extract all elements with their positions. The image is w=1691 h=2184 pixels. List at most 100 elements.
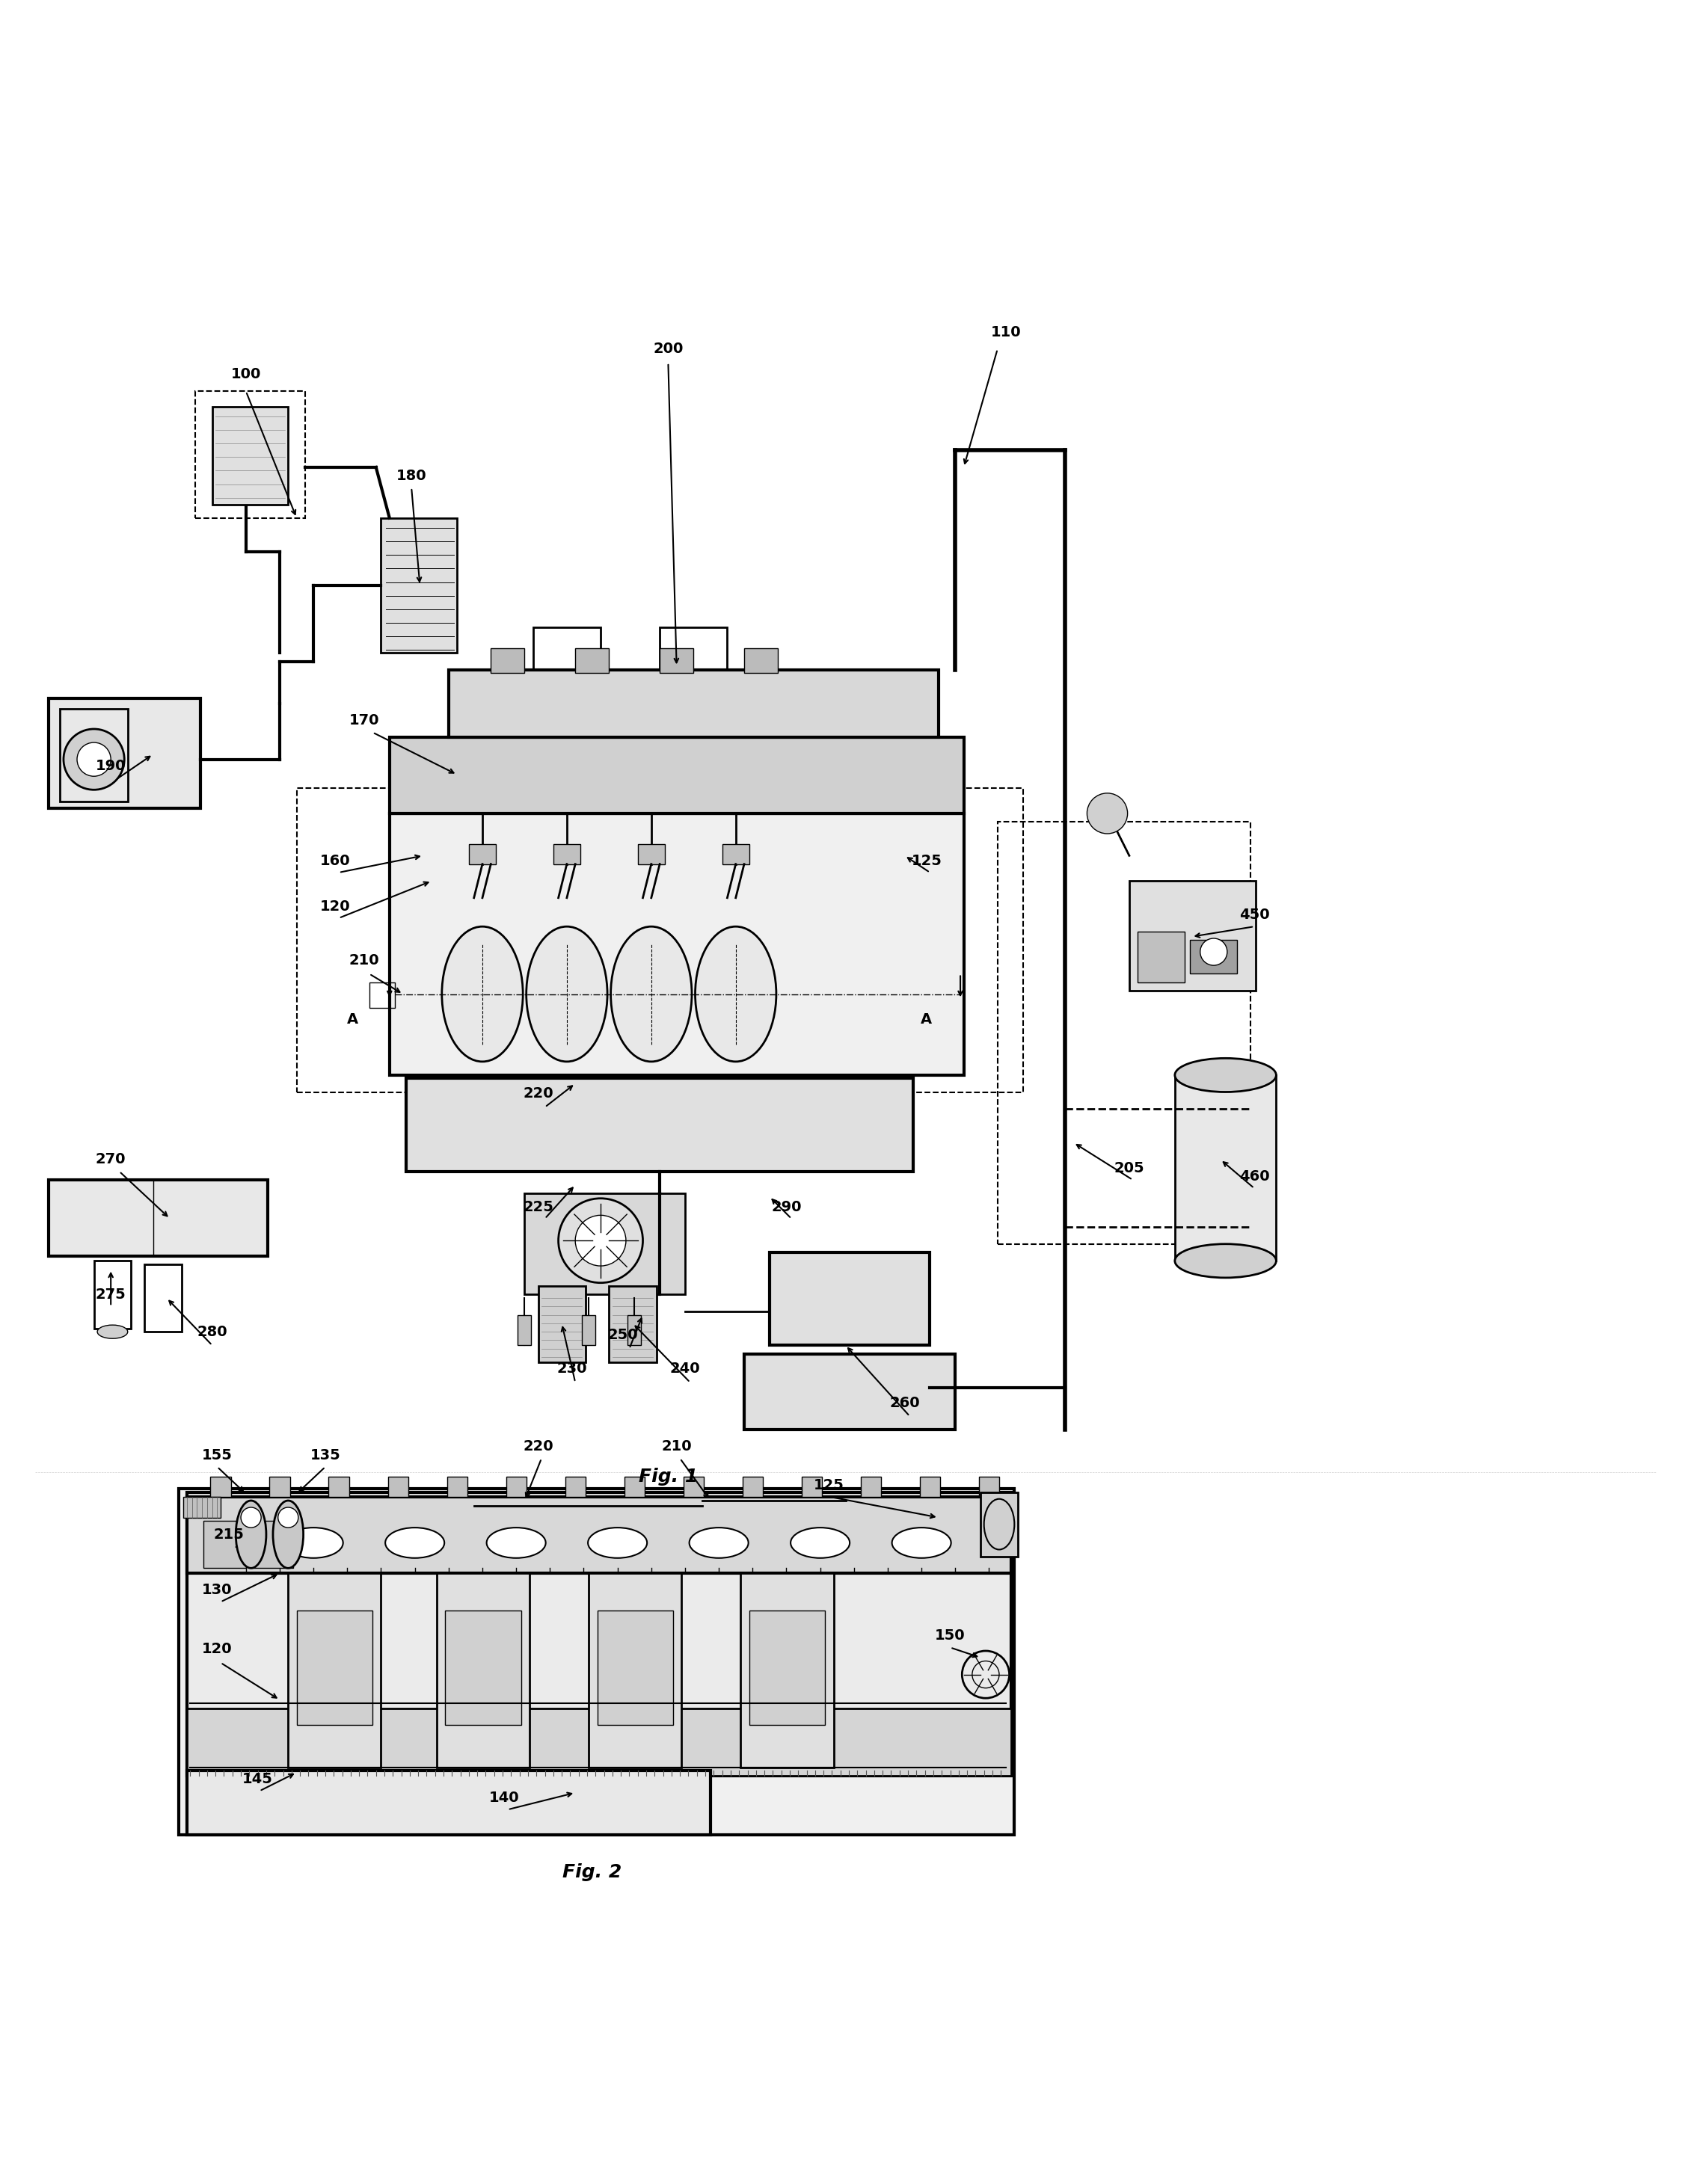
- Bar: [565, 1476, 585, 1498]
- Bar: [328, 1476, 348, 1498]
- Ellipse shape: [386, 1527, 445, 1557]
- Ellipse shape: [1175, 1245, 1277, 1278]
- Bar: [436, 1572, 529, 1767]
- Bar: [524, 1192, 685, 1295]
- Bar: [387, 1476, 408, 1498]
- Text: A: A: [347, 1013, 358, 1026]
- Bar: [597, 1610, 673, 1725]
- Circle shape: [558, 1199, 643, 1282]
- Text: 220: 220: [523, 1439, 553, 1455]
- Bar: [749, 1610, 825, 1725]
- Text: 160: 160: [320, 854, 350, 867]
- Text: 280: 280: [196, 1326, 227, 1339]
- Bar: [741, 1572, 834, 1767]
- Text: 120: 120: [320, 900, 350, 913]
- Text: Fig. 2: Fig. 2: [563, 1863, 622, 1880]
- Bar: [553, 843, 580, 865]
- Text: 125: 125: [911, 854, 942, 867]
- Ellipse shape: [441, 926, 523, 1061]
- Ellipse shape: [98, 1326, 129, 1339]
- Bar: [178, 1489, 1015, 1835]
- Ellipse shape: [695, 926, 776, 1061]
- Bar: [659, 627, 727, 670]
- Bar: [369, 983, 394, 1007]
- Text: 210: 210: [348, 952, 379, 968]
- Bar: [296, 788, 1023, 1092]
- Text: 250: 250: [607, 1328, 638, 1343]
- Bar: [979, 1476, 999, 1498]
- Text: A: A: [922, 1013, 932, 1026]
- Circle shape: [64, 729, 125, 791]
- Bar: [575, 649, 609, 673]
- Bar: [269, 1476, 289, 1498]
- Text: 260: 260: [889, 1396, 920, 1411]
- Bar: [468, 843, 495, 865]
- Circle shape: [240, 1507, 260, 1527]
- Bar: [609, 1286, 656, 1363]
- Text: 125: 125: [813, 1479, 844, 1492]
- Ellipse shape: [588, 1527, 648, 1557]
- Bar: [186, 1771, 710, 1835]
- Bar: [659, 649, 693, 673]
- Bar: [506, 1476, 526, 1498]
- Text: 200: 200: [653, 343, 683, 356]
- Circle shape: [277, 1507, 298, 1527]
- Text: 450: 450: [1240, 909, 1270, 922]
- Text: 110: 110: [991, 325, 1021, 339]
- Bar: [981, 1492, 1018, 1557]
- Text: 240: 240: [670, 1363, 700, 1376]
- Ellipse shape: [891, 1527, 950, 1557]
- Bar: [186, 1492, 1011, 1776]
- Ellipse shape: [235, 1500, 265, 1568]
- Bar: [802, 1476, 822, 1498]
- Text: 270: 270: [96, 1153, 125, 1166]
- Bar: [446, 1476, 467, 1498]
- Bar: [389, 812, 964, 1075]
- Bar: [49, 699, 200, 808]
- Text: 130: 130: [203, 1583, 232, 1597]
- Circle shape: [1087, 793, 1128, 834]
- Ellipse shape: [791, 1527, 849, 1557]
- Circle shape: [1201, 939, 1228, 965]
- Ellipse shape: [1175, 1059, 1277, 1092]
- Text: 210: 210: [661, 1439, 692, 1455]
- Bar: [1190, 939, 1238, 974]
- Bar: [287, 1572, 380, 1767]
- Text: 180: 180: [396, 470, 426, 483]
- Bar: [744, 1354, 955, 1431]
- Bar: [742, 1476, 763, 1498]
- Bar: [210, 1476, 230, 1498]
- Bar: [183, 1498, 220, 1518]
- Bar: [250, 1520, 293, 1568]
- Text: 275: 275: [96, 1289, 127, 1302]
- Text: 100: 100: [232, 367, 260, 382]
- Bar: [1138, 933, 1185, 983]
- Ellipse shape: [487, 1527, 546, 1557]
- Bar: [380, 518, 457, 653]
- Text: 230: 230: [556, 1363, 587, 1376]
- Bar: [49, 1179, 267, 1256]
- Text: 205: 205: [1114, 1162, 1145, 1175]
- Text: 215: 215: [213, 1527, 244, 1542]
- Text: 220: 220: [523, 1088, 553, 1101]
- Circle shape: [78, 743, 112, 775]
- Bar: [588, 1572, 681, 1767]
- Ellipse shape: [272, 1500, 303, 1568]
- Ellipse shape: [610, 926, 692, 1061]
- Bar: [145, 1265, 181, 1332]
- Bar: [194, 391, 304, 518]
- Ellipse shape: [284, 1527, 343, 1557]
- Text: 155: 155: [201, 1448, 232, 1461]
- Bar: [406, 1079, 913, 1171]
- Bar: [638, 843, 665, 865]
- Bar: [533, 627, 600, 670]
- Bar: [1175, 1075, 1277, 1260]
- Bar: [448, 670, 939, 738]
- Bar: [920, 1476, 940, 1498]
- Bar: [624, 1476, 644, 1498]
- Text: 135: 135: [309, 1448, 340, 1461]
- Bar: [389, 738, 964, 812]
- Bar: [186, 1708, 1011, 1776]
- Bar: [490, 649, 524, 673]
- Text: 120: 120: [201, 1642, 232, 1655]
